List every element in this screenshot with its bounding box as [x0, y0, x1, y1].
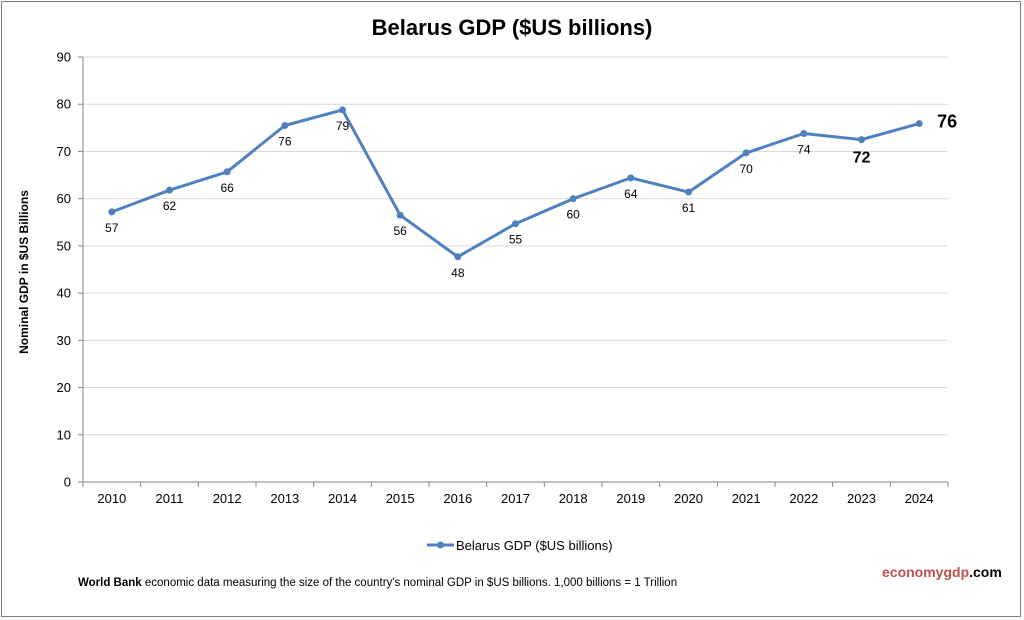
x-tick-label: 2012: [213, 491, 242, 506]
data-label: 76: [278, 134, 292, 148]
chart-title: Belarus GDP ($US billions): [372, 15, 653, 40]
data-point: [339, 106, 346, 114]
x-tick-label: 2013: [270, 491, 299, 506]
data-point: [454, 253, 462, 261]
y-tick-label: 0: [64, 475, 71, 490]
x-tick-label: 2020: [674, 491, 703, 506]
data-label: 79: [336, 119, 350, 133]
data-point: [108, 208, 116, 216]
data-label: 64: [624, 187, 638, 201]
brand-logo: economygdp.com: [882, 564, 1002, 580]
data-point: [858, 136, 865, 144]
footnote: World Bank economic data measuring the s…: [78, 577, 677, 589]
x-tick-label: 2017: [501, 491, 530, 506]
y-tick-label: 30: [57, 333, 71, 348]
series-group: [108, 106, 923, 261]
data-label: 66: [220, 181, 234, 195]
x-tick-label: 2010: [97, 491, 126, 506]
y-tick-label: 60: [57, 191, 71, 206]
x-tick-label: 2016: [443, 491, 472, 506]
y-tick-label: 50: [57, 238, 71, 253]
data-point: [685, 188, 692, 196]
y-tick-label: 40: [57, 286, 71, 301]
x-tick-label: 2018: [559, 491, 588, 506]
gridlines: [83, 56, 948, 436]
legend: Belarus GDP ($US billions): [427, 538, 613, 553]
x-tick-label: 2019: [616, 491, 645, 506]
x-tick-label: 2022: [789, 491, 818, 506]
y-tick-label: 90: [57, 50, 71, 65]
legend-entry: Belarus GDP ($US billions): [456, 538, 613, 553]
y-tick-labels: 0 10 20 30 40 50 60 70 80 90: [57, 50, 71, 490]
data-labels: 57 62 66 76 79 56 48 55 60 64 61 70 74 72 76: [105, 112, 957, 280]
x-tick-label: 2015: [386, 491, 415, 506]
x-tick-label: 2021: [732, 491, 761, 506]
legend-marker-swatch: [437, 541, 444, 549]
data-label: 55: [509, 233, 523, 247]
data-point: [800, 130, 808, 137]
y-tick-label: 20: [57, 380, 71, 395]
data-point: [742, 149, 750, 157]
data-point: [915, 120, 923, 128]
data-point: [281, 121, 289, 129]
y-axis-label: Nominal GDP in $US Billions: [17, 190, 31, 354]
x-tick-label: 2024: [905, 491, 934, 506]
x-tick-labels: 2010 2011 2012 2013 2014 2015 2016 2017 2018 2019…: [97, 491, 933, 506]
data-label: 61: [682, 201, 696, 215]
data-label: 72: [853, 150, 871, 167]
y-tick-label: 10: [57, 427, 71, 442]
footnote-source: World Bank: [78, 577, 142, 589]
data-point: [512, 220, 519, 228]
x-tick-label: 2023: [847, 491, 876, 506]
x-tick-label: 2014: [328, 491, 357, 506]
data-label: 56: [393, 224, 407, 238]
data-label: 48: [451, 266, 465, 280]
y-tick-label: 70: [57, 144, 71, 159]
data-label: 62: [163, 199, 177, 213]
data-point: [396, 211, 404, 219]
brand-part-2: .com: [969, 564, 1002, 580]
axes: [78, 56, 949, 487]
data-label: 74: [797, 143, 811, 157]
y-tick-label: 80: [57, 97, 71, 112]
data-label: 76: [937, 112, 957, 132]
data-point: [569, 195, 577, 203]
data-point: [166, 186, 173, 194]
data-point: [627, 174, 635, 182]
brand-part-1: economygdp: [882, 564, 970, 580]
data-label: 57: [105, 221, 119, 235]
footnote-text: economic data measuring the size of the …: [141, 577, 678, 589]
data-label: 70: [739, 162, 753, 176]
data-point: [223, 168, 231, 176]
x-tick-label: 2011: [156, 491, 184, 506]
data-label: 60: [566, 208, 580, 222]
